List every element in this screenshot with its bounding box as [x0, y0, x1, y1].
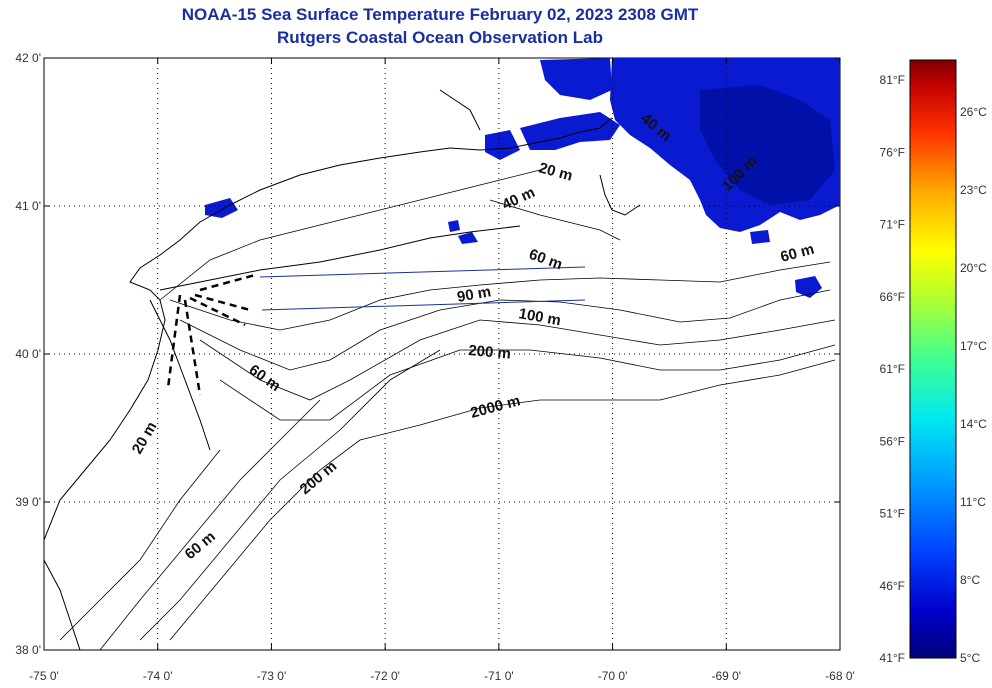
colorbar-c-label: 17°C [960, 339, 987, 353]
latitude-tick-label: 39 0' [15, 495, 41, 509]
colorbar-fahrenheit-labels: 81°F 76°F 71°F 66°F 61°F 56°F 51°F 46°F 41°F [880, 73, 905, 665]
colorbar-f-label: 41°F [880, 651, 905, 665]
latitude-tick-label: 38 0' [15, 643, 41, 657]
colorbar-c-label: 23°C [960, 183, 987, 197]
colorbar-c-label: 14°C [960, 417, 987, 431]
longitude-tick-label: -71 0' [484, 669, 514, 683]
longitude-tick-label: -70 0' [598, 669, 628, 683]
contour-label: 200 m [468, 342, 512, 363]
latitude-tick-label: 40 0' [15, 347, 41, 361]
colorbar-c-label: 20°C [960, 261, 987, 275]
latitude-labels: 42 0' 41 0' 40 0' 39 0' 38 0' [15, 51, 41, 657]
longitude-tick-label: -73 0' [257, 669, 287, 683]
colorbar-f-label: 71°F [880, 218, 905, 232]
sst-cold-region [205, 58, 840, 298]
map-subtitle: Rutgers Coastal Ocean Observation Lab [277, 28, 603, 47]
colorbar-c-label: 8°C [960, 573, 980, 587]
map-title: NOAA-15 Sea Surface Temperature February… [181, 5, 699, 24]
colorbar [909, 59, 957, 659]
colorbar-f-label: 81°F [880, 73, 905, 87]
coastline [44, 89, 641, 650]
grid-lines [43, 57, 841, 651]
colorbar-f-label: 56°F [880, 434, 905, 448]
shipping-lanes [166, 273, 256, 396]
longitude-tick-label: -68 0' [825, 669, 855, 683]
latitude-tick-label: 42 0' [15, 51, 41, 65]
colorbar-f-label: 76°F [880, 145, 905, 159]
colorbar-celsius-labels: 26°C 23°C 20°C 17°C 14°C 11°C 8°C 5°C [960, 105, 987, 665]
longitude-tick-label: -74 0' [143, 669, 173, 683]
longitude-labels: -75 0' -74 0' -73 0' -72 0' -71 0' -70 0' -69 … [29, 669, 855, 683]
contour-label: 90 m [456, 283, 493, 306]
longitude-tick-label: -75 0' [29, 669, 59, 683]
colorbar-c-label: 5°C [960, 651, 980, 665]
colorbar-c-label: 11°C [960, 495, 986, 509]
colorbar-f-label: 66°F [880, 290, 905, 304]
transect-lines [259, 266, 586, 311]
colorbar-f-label: 51°F [880, 507, 905, 521]
longitude-tick-label: -72 0' [370, 669, 400, 683]
bathymetry-contours [59, 169, 836, 650]
latitude-tick-label: 41 0' [15, 199, 41, 213]
colorbar-f-label: 61°F [880, 362, 905, 376]
longitude-tick-label: -69 0' [711, 669, 741, 683]
colorbar-c-label: 26°C [960, 105, 987, 119]
colorbar-f-label: 46°F [880, 579, 905, 593]
